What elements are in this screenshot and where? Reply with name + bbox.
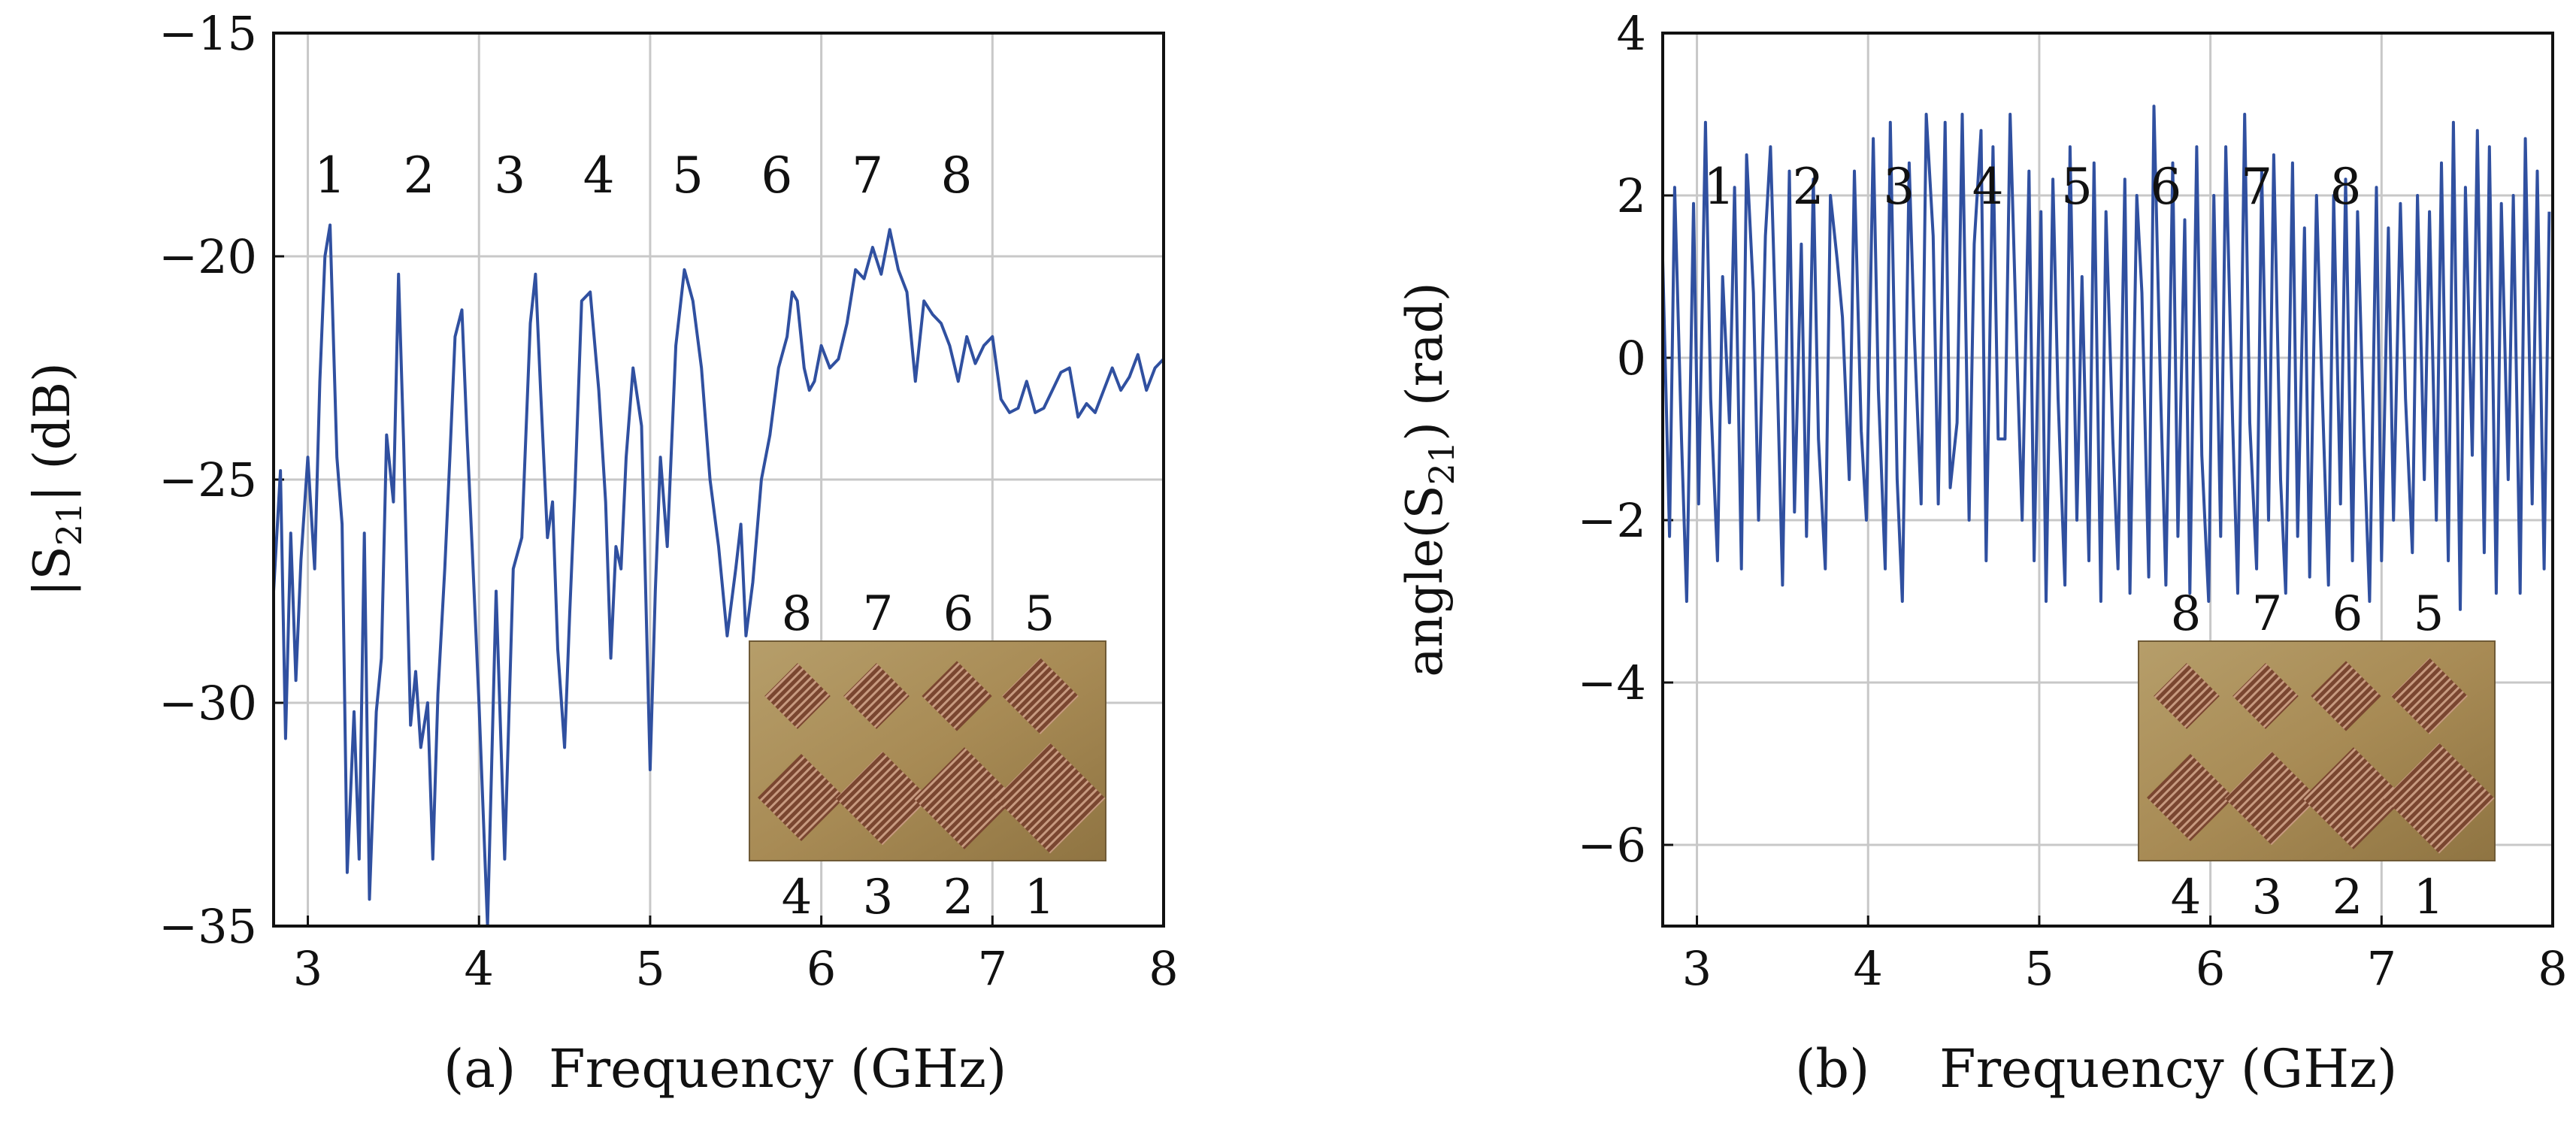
- inset-top-label: 8: [2171, 586, 2202, 642]
- y-tick-label: 0: [1617, 331, 1646, 386]
- inset-top-label: 6: [2332, 586, 2363, 642]
- x-tick-label: 8: [2538, 941, 2567, 996]
- panel-a-y-tick-labels: −35 −30 −25 −20 −15: [159, 6, 284, 954]
- y-tick-label: −30: [159, 676, 257, 731]
- x-tick-label: 6: [2196, 941, 2225, 996]
- x-tick-label: 5: [2024, 941, 2054, 996]
- panel-a-caption-letter: (a): [443, 1038, 516, 1100]
- y-tick-label: −25: [159, 453, 257, 507]
- inset-bottom-label: 3: [2252, 870, 2283, 925]
- inset-top-label: 7: [2252, 586, 2283, 642]
- peak-label: 1: [1703, 158, 1735, 216]
- panel-b-x-axis-label: Frequency (GHz): [1939, 1038, 2397, 1100]
- x-tick-label: 4: [1854, 941, 1883, 996]
- inset-bottom-label: 1: [2414, 870, 2444, 925]
- panel-a-inset-labels: 8 7 6 5 4 3 2 1: [782, 586, 1055, 925]
- y-tick-label: −6: [1578, 818, 1646, 873]
- peak-label: 7: [852, 147, 883, 204]
- peak-label: 3: [494, 147, 525, 204]
- x-tick-label: 3: [293, 941, 322, 996]
- panel-a-grid: [274, 33, 1164, 926]
- y-tick-label: −35: [159, 899, 257, 954]
- peak-label: 8: [2329, 158, 2361, 216]
- inset-top-label: 5: [1025, 586, 1055, 642]
- inset-top-label: 8: [782, 586, 813, 642]
- inset-bottom-label: 2: [2332, 870, 2363, 925]
- peak-label: 4: [583, 147, 615, 204]
- panel-b-inset-photo: [2138, 640, 2496, 861]
- x-tick-label: 3: [1682, 941, 1712, 996]
- peak-label: 4: [1972, 158, 2004, 216]
- x-tick-label: 5: [635, 941, 664, 996]
- peak-label: 7: [2241, 158, 2272, 216]
- y-tick-label: −2: [1578, 493, 1646, 548]
- inset-top-label: 5: [2414, 586, 2444, 642]
- peak-label: 8: [940, 147, 972, 204]
- panel-a-s21-magnitude-line: [272, 223, 1165, 928]
- panel-b-inset-labels: 8 7 6 5 4 3 2 1: [2171, 586, 2444, 925]
- peak-label: 1: [314, 147, 346, 204]
- x-tick-label: 7: [978, 941, 1007, 996]
- peak-label: 6: [2150, 158, 2181, 216]
- panel-a-x-axis-label: Frequency (GHz): [549, 1038, 1006, 1100]
- x-tick-label: 6: [807, 941, 836, 996]
- inset-bottom-label: 4: [2171, 870, 2202, 925]
- peak-label: 3: [1883, 158, 1915, 216]
- y-tick-label: −4: [1578, 655, 1646, 710]
- y-tick-label: 2: [1617, 168, 1646, 223]
- peak-label: 5: [2061, 158, 2093, 216]
- x-tick-label: 4: [465, 941, 494, 996]
- panel-a-x-tick-labels: 3 4 5 6 7 8: [293, 916, 1179, 996]
- peak-label: 2: [1793, 158, 1824, 216]
- peak-label: 5: [672, 147, 704, 204]
- inset-bottom-label: 1: [1025, 870, 1055, 925]
- panel-b-caption-letter: (b): [1795, 1038, 1869, 1100]
- x-tick-label: 8: [1149, 941, 1178, 996]
- y-tick-label: −20: [159, 229, 257, 284]
- panel-b-y-axis-label: angle(S21) (rad): [1396, 282, 1462, 677]
- inset-top-label: 6: [943, 586, 974, 642]
- inset-bottom-label: 2: [943, 870, 974, 925]
- y-tick-label: 4: [1617, 6, 1646, 61]
- inset-top-label: 7: [863, 586, 894, 642]
- peak-label: 2: [404, 147, 435, 204]
- panel-b-frame: [1661, 32, 2554, 928]
- panel-b-s21-phase-line: [1661, 104, 2551, 611]
- panel-b-x-tick-labels: 3 4 5 6 7 8: [1682, 916, 2568, 996]
- panel-a-y-axis-label: |S21| (dB): [23, 362, 89, 596]
- panel-a-frame: [272, 32, 1165, 928]
- inset-bottom-label: 4: [782, 870, 813, 925]
- x-tick-label: 7: [2367, 941, 2396, 996]
- panel-a-inset-photo: [749, 640, 1106, 861]
- peak-label: 6: [761, 147, 792, 204]
- inset-bottom-label: 3: [863, 870, 894, 925]
- panel-b-y-tick-labels: −6 −4 −2 0 2 4: [1578, 6, 1673, 873]
- y-tick-label: −15: [159, 6, 257, 61]
